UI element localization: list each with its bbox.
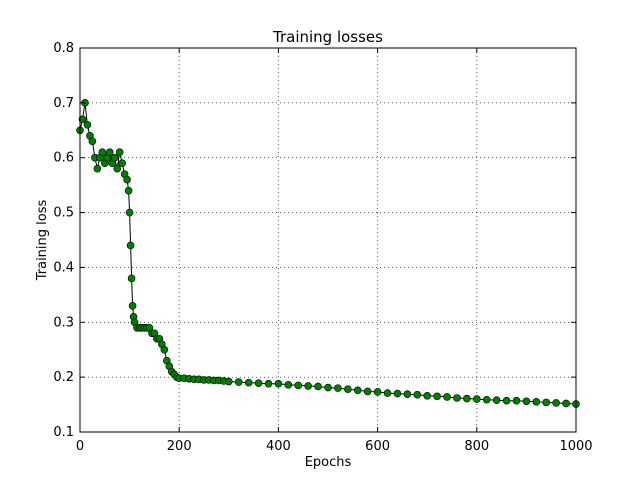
plot-frame (79, 47, 577, 433)
data-point (502, 396, 511, 405)
y-tick-label: 0.7 (53, 96, 74, 111)
data-point (334, 384, 342, 392)
x-tick-label: 0 (76, 439, 84, 454)
data-point (443, 393, 451, 401)
data-point (373, 388, 382, 396)
tick-layer: 0 200 400 600 800 1000 0.1 0.2 0.3 0.4 0.5 0.6 0.7 0.… (53, 41, 592, 454)
data-point (98, 148, 107, 157)
data-point (532, 398, 541, 406)
data-layer (76, 99, 580, 408)
data-point (383, 389, 392, 397)
data-point (254, 379, 263, 387)
data-point (314, 382, 322, 391)
data-point (294, 381, 303, 390)
data-point (492, 396, 501, 404)
x-tick-label: 800 (464, 439, 489, 454)
data-point (123, 175, 131, 184)
data-point (93, 164, 102, 173)
grid-layer (80, 48, 576, 432)
y-axis-title: Training loss (35, 200, 50, 282)
data-point (472, 395, 481, 403)
y-tick-label: 0.8 (53, 41, 74, 56)
data-point (423, 391, 432, 400)
data-point (225, 377, 233, 386)
data-point (274, 379, 283, 388)
data-point (482, 395, 491, 404)
data-point (118, 159, 126, 167)
data-point (160, 345, 169, 354)
data-point (110, 153, 119, 162)
y-tick-label: 0.5 (53, 206, 74, 221)
data-point (88, 137, 97, 146)
data-point (512, 396, 521, 405)
y-tick-label: 0.3 (53, 315, 74, 330)
data-point (124, 186, 133, 195)
data-point (304, 382, 312, 390)
y-tick-label: 0.6 (53, 151, 74, 166)
data-point (244, 378, 253, 387)
data-point (433, 392, 441, 401)
data-point (542, 398, 551, 407)
x-tick-label: 1000 (559, 439, 592, 454)
data-point (344, 385, 352, 394)
data-point (234, 378, 243, 386)
data-point (284, 381, 293, 389)
data-point (78, 115, 87, 124)
data-point (113, 164, 121, 173)
data-point (324, 383, 332, 392)
data-point (393, 389, 402, 398)
x-tick-label: 200 (167, 439, 192, 454)
x-axis-title: Epochs (305, 455, 352, 470)
data-point (453, 394, 461, 402)
y-tick-label: 0.4 (53, 260, 74, 275)
data-point (105, 148, 114, 157)
data-point (128, 302, 137, 310)
chart-title: Training losses (272, 28, 383, 46)
y-tick-label: 0.2 (53, 370, 74, 385)
data-point (126, 241, 135, 250)
data-point (127, 274, 136, 283)
x-tick-label: 400 (266, 439, 291, 454)
data-point (125, 208, 134, 217)
data-point (353, 386, 362, 395)
data-point (363, 387, 372, 396)
data-point (562, 399, 570, 408)
data-point (413, 390, 422, 399)
data-point (403, 390, 412, 398)
data-point (264, 379, 273, 388)
data-point (552, 399, 560, 407)
data-point (522, 397, 531, 406)
data-point (115, 148, 124, 157)
data-point (463, 394, 471, 403)
data-point (83, 121, 92, 129)
x-tick-label: 600 (365, 439, 390, 454)
y-tick-label: 0.1 (53, 425, 74, 440)
